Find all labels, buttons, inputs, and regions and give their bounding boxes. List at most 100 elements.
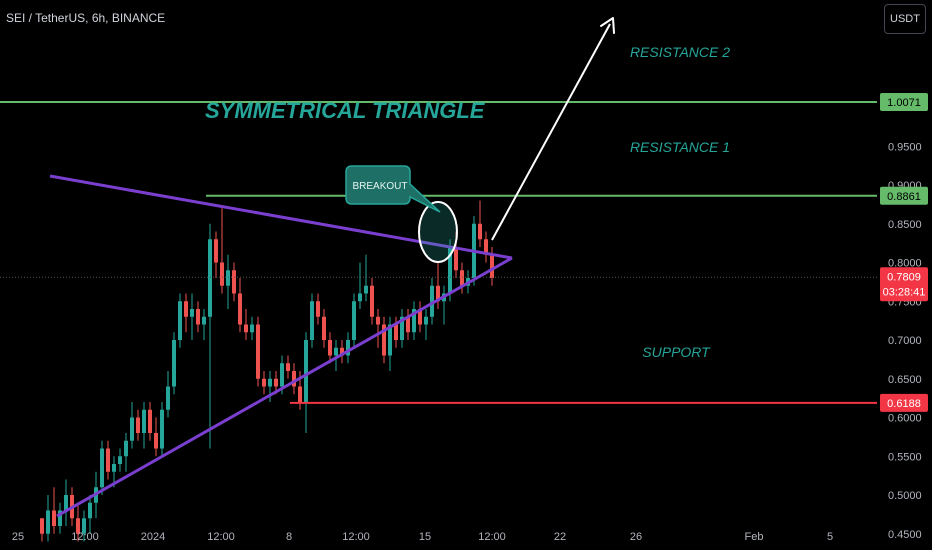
candle-body bbox=[172, 340, 176, 387]
candle-body bbox=[448, 247, 452, 294]
candle-body bbox=[190, 309, 194, 317]
svg-text:0.7809: 0.7809 bbox=[887, 271, 921, 283]
candle-body bbox=[400, 316, 404, 340]
candle-body bbox=[358, 293, 362, 302]
symbol-header: SEI / TetherUS, 6h, BINANCE bbox=[6, 11, 166, 25]
projection-arrow bbox=[491, 23, 611, 241]
candle-body bbox=[178, 301, 182, 340]
x-tick-label: 22 bbox=[554, 531, 566, 543]
candle-body bbox=[208, 239, 212, 317]
resistance-2-label: RESISTANCE 2 bbox=[630, 44, 730, 60]
candle-body bbox=[256, 324, 260, 379]
y-tick-label: 0.5000 bbox=[888, 490, 922, 502]
resistance-1-label: RESISTANCE 1 bbox=[630, 139, 730, 155]
currency-button[interactable]: USDT bbox=[884, 4, 926, 34]
candle-body bbox=[82, 518, 86, 534]
candle-body bbox=[160, 409, 164, 449]
y-tick-label: 0.9500 bbox=[888, 141, 922, 153]
x-tick-label: 12:00 bbox=[342, 531, 370, 543]
candle-body bbox=[226, 270, 230, 286]
candle-body bbox=[280, 363, 284, 387]
resistance-1-tag: 0.8861 bbox=[880, 186, 928, 205]
y-tick-label: 0.6000 bbox=[888, 413, 922, 425]
candle-body bbox=[340, 347, 344, 356]
arrowhead-icon bbox=[600, 17, 615, 34]
candle-body bbox=[118, 456, 122, 464]
x-tick-label: 8 bbox=[286, 531, 292, 543]
candle-body bbox=[64, 495, 68, 511]
candle-body bbox=[52, 510, 56, 526]
candle-body bbox=[310, 301, 314, 340]
candle-body bbox=[406, 316, 410, 333]
candle-body bbox=[220, 262, 224, 286]
candle-body bbox=[130, 417, 134, 441]
candle-body bbox=[154, 433, 158, 449]
svg-text:0.6188: 0.6188 bbox=[887, 398, 921, 410]
candle-body bbox=[142, 409, 146, 433]
breakout-label: BREAKOUT bbox=[352, 181, 407, 192]
candle-body bbox=[100, 448, 104, 488]
candle-body bbox=[112, 464, 116, 472]
y-tick-label: 0.8500 bbox=[888, 219, 922, 231]
support-label: SUPPORT bbox=[642, 344, 711, 360]
candle-body bbox=[274, 378, 278, 387]
candle-body bbox=[328, 340, 332, 356]
x-tick-label: 25 bbox=[12, 531, 24, 543]
candle-body bbox=[250, 324, 254, 333]
candle-body bbox=[286, 363, 290, 371]
candle-body bbox=[136, 417, 140, 433]
candle-body bbox=[58, 510, 62, 526]
resistance-2-tag: 1.0071 bbox=[880, 92, 928, 111]
candle-body bbox=[430, 285, 434, 317]
candle-body bbox=[376, 316, 380, 325]
candle-body bbox=[490, 254, 494, 278]
triangle-upper-trendline bbox=[49, 174, 513, 260]
candle-body bbox=[394, 324, 398, 340]
candle-body bbox=[382, 324, 386, 356]
candle-body bbox=[88, 502, 92, 519]
y-tick-label: 0.5500 bbox=[888, 451, 922, 463]
candle-body bbox=[298, 386, 302, 402]
candle-body bbox=[352, 301, 356, 340]
candle-body bbox=[244, 324, 248, 333]
x-tick-label: 15 bbox=[419, 531, 431, 543]
candle-body bbox=[214, 239, 218, 263]
triangle-lower-trendline bbox=[56, 256, 513, 518]
price-axis[interactable]: 0.95000.90000.85000.80000.75000.70000.65… bbox=[888, 141, 922, 541]
x-tick-label: 12:00 bbox=[207, 531, 235, 543]
candle-body bbox=[424, 316, 428, 325]
candle-body bbox=[268, 378, 272, 387]
time-axis[interactable]: 25 12:00 2024 12:00 8 12:00 15 12:00 22 26 Feb 5 bbox=[12, 531, 833, 543]
x-tick-label: 26 bbox=[630, 531, 642, 543]
candle-body bbox=[46, 510, 50, 534]
candle-body bbox=[316, 301, 320, 317]
breakout-callout: BREAKOUT bbox=[345, 165, 441, 213]
candle-body bbox=[346, 340, 350, 356]
candle-body bbox=[196, 309, 200, 325]
candle-body bbox=[454, 247, 458, 271]
candle-body bbox=[166, 386, 170, 410]
breakout-circle bbox=[418, 201, 458, 263]
candle-body bbox=[388, 324, 392, 356]
candle-body bbox=[460, 270, 464, 286]
candle-body bbox=[148, 409, 152, 433]
candle-body bbox=[370, 285, 374, 317]
candle-body bbox=[238, 293, 242, 325]
support-tag: 0.6188 bbox=[880, 393, 928, 412]
x-tick-label: 12:00 bbox=[478, 531, 506, 543]
candle-body bbox=[334, 347, 338, 356]
candle-body bbox=[364, 285, 368, 294]
candle-body bbox=[322, 316, 326, 340]
y-tick-label: 0.6500 bbox=[888, 374, 922, 386]
candle-body bbox=[412, 309, 416, 333]
y-tick-label: 0.8000 bbox=[888, 258, 922, 270]
svg-text:03:28:41: 03:28:41 bbox=[883, 286, 926, 298]
candle-body bbox=[232, 270, 236, 294]
candle-body bbox=[184, 301, 188, 317]
chart-title: SYMMETRICAL TRIANGLE bbox=[205, 98, 486, 123]
candle-body bbox=[124, 440, 128, 457]
candle-body bbox=[292, 371, 296, 387]
y-tick-label: 0.7000 bbox=[888, 335, 922, 347]
